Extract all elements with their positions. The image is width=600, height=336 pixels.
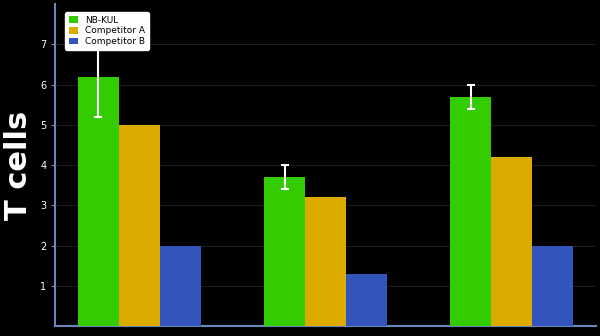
Legend: NB-KUL, Competitor A, Competitor B: NB-KUL, Competitor A, Competitor B <box>65 12 149 50</box>
Bar <box>119 125 160 326</box>
Bar <box>346 274 387 326</box>
Bar <box>491 157 532 326</box>
Bar <box>78 77 119 326</box>
Bar <box>532 246 574 326</box>
Bar <box>451 97 491 326</box>
Bar <box>305 198 346 326</box>
Bar <box>264 177 305 326</box>
Y-axis label: T cells: T cells <box>4 111 33 220</box>
Bar <box>160 246 201 326</box>
